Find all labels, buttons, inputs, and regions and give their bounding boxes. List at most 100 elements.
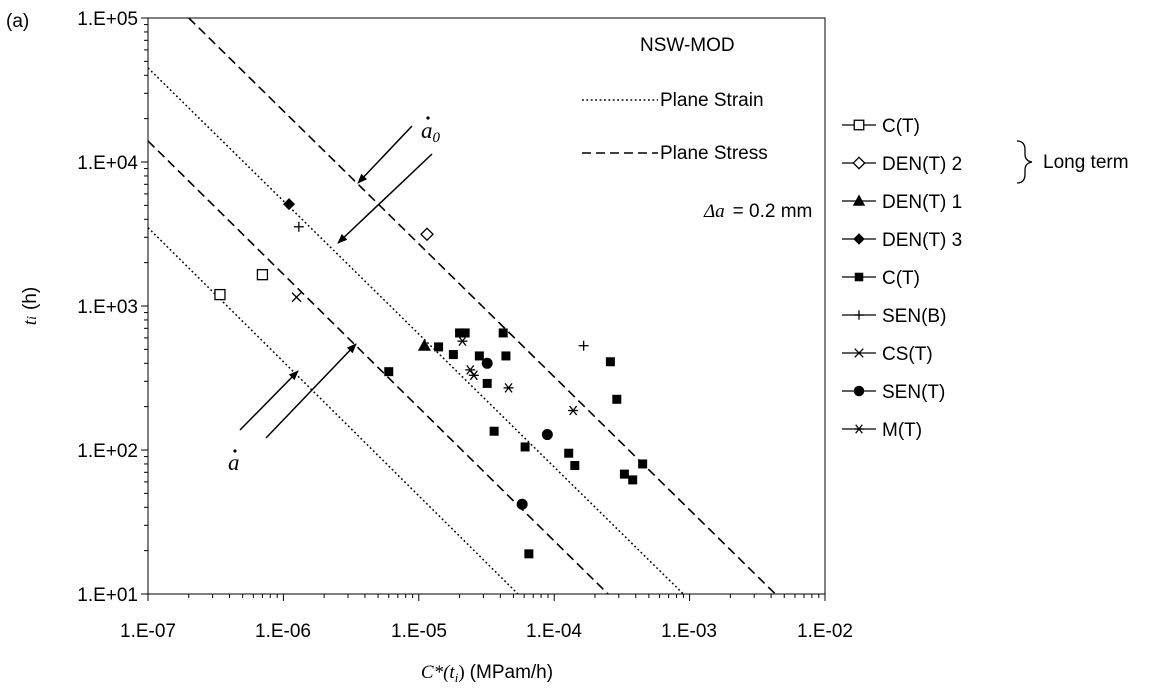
y-tick-label: 1.E+05 xyxy=(77,9,138,30)
legend-marker xyxy=(854,272,864,282)
legend-label: C(T) xyxy=(882,116,920,137)
x-tick-label: 1.E-02 xyxy=(797,621,853,642)
a0-sub: 0 xyxy=(433,130,441,146)
legend-item: M(T) xyxy=(842,420,922,441)
legend-label: CS(T) xyxy=(882,344,933,365)
data-point xyxy=(605,357,615,367)
data-point xyxy=(524,549,534,559)
x-tick-label: 1.E-07 xyxy=(120,621,176,642)
data-point xyxy=(417,338,431,351)
data-point xyxy=(520,442,530,452)
plane-stress-line xyxy=(188,18,776,594)
legend-item: SEN(T) xyxy=(842,382,945,403)
data-point xyxy=(214,288,226,301)
data-point xyxy=(570,461,580,471)
data-point xyxy=(516,498,528,510)
legend-item: DEN(T) 2 xyxy=(842,154,962,175)
plane-strain-line xyxy=(148,227,519,594)
legend-label: M(T) xyxy=(882,420,922,441)
x-axis-arg-open: (t xyxy=(443,662,455,683)
a0-arrow-lower xyxy=(337,153,433,244)
legend-marker xyxy=(852,156,866,170)
data-point xyxy=(541,429,553,441)
y-tick-label: 1.E+01 xyxy=(77,585,138,606)
legend-marker xyxy=(854,310,864,320)
data-point xyxy=(468,370,479,381)
data-point xyxy=(619,469,629,479)
a-dot-accent xyxy=(233,449,237,453)
plane-stress-line xyxy=(148,140,609,594)
data-point xyxy=(256,269,269,281)
a-arrow-right xyxy=(265,343,357,439)
a0-annotation: a0 xyxy=(421,116,441,146)
x-axis-arg: (ti) xyxy=(443,662,465,685)
legend-label: C(T) xyxy=(882,268,920,289)
y-tick-labels: 1.E+01 1.E+02 1.E+03 1.E+04 1.E+05 xyxy=(77,9,138,606)
data-point xyxy=(474,351,484,361)
data-points xyxy=(214,198,648,559)
series-8 xyxy=(457,336,579,416)
y-axis-symbol: t xyxy=(20,319,41,325)
legend-item: SEN(B) xyxy=(842,306,946,327)
legend-marker xyxy=(854,424,864,434)
legend-item: C(T) xyxy=(842,116,920,137)
a-label: a xyxy=(228,450,240,475)
data-point xyxy=(448,350,458,360)
series-5 xyxy=(293,221,589,351)
y-tick-label: 1.E+03 xyxy=(77,297,138,318)
data-point xyxy=(501,351,511,361)
plane-stress-label: Plane Stress xyxy=(660,143,768,164)
legend-label: SEN(T) xyxy=(882,382,945,403)
x-axis-units: (MPam/h) xyxy=(470,662,553,683)
series-0 xyxy=(214,269,269,301)
legend-marker xyxy=(853,385,865,397)
legend-marker xyxy=(852,194,866,206)
x-axis-arg-close: ) xyxy=(458,662,464,683)
plane-strain-label: Plane Strain xyxy=(660,90,764,111)
legend-label: DEN(T) 2 xyxy=(882,154,962,175)
plane-strain-line xyxy=(148,67,684,594)
legend-item: CS(T) xyxy=(842,344,933,365)
a0-symbol: a xyxy=(421,118,433,143)
series-7 xyxy=(481,357,553,510)
delta-a-annotation: Δa = 0.2 mm xyxy=(703,201,812,222)
reference-lines xyxy=(148,18,776,594)
series-3 xyxy=(283,198,296,211)
y-axis-label: ti (h) xyxy=(20,287,41,325)
a0-dot-accent xyxy=(426,116,430,120)
legend-item: DEN(T) 1 xyxy=(842,192,962,213)
legend: C(T) DEN(T) 2 DEN(T) 1 DEN(T) 3 C(T) SEN(B) CS… xyxy=(842,116,962,441)
data-point xyxy=(578,340,589,351)
x-axis-symbol: C* xyxy=(421,662,444,683)
x-axis-arg-sub: i xyxy=(455,670,459,685)
data-point xyxy=(482,378,492,388)
legend-label: DEN(T) 3 xyxy=(882,230,962,251)
legend-marker xyxy=(853,233,865,245)
a0-label: a0 xyxy=(421,118,441,146)
y-axis-sub: i xyxy=(25,316,40,320)
series-4 xyxy=(384,328,648,559)
data-point xyxy=(455,328,465,338)
x-tick-labels: 1.E-07 1.E-06 1.E-05 1.E-04 1.E-03 1.E-0… xyxy=(120,621,853,642)
data-point xyxy=(291,292,302,303)
x-tick-label: 1.E-03 xyxy=(661,621,717,642)
data-point xyxy=(628,475,638,485)
legend-marker xyxy=(853,119,865,131)
panel-label: (a) xyxy=(6,11,29,32)
legend-marker xyxy=(854,348,864,358)
data-point xyxy=(568,405,579,416)
data-point xyxy=(420,227,434,242)
data-point xyxy=(498,328,508,338)
data-point xyxy=(612,394,622,404)
data-point xyxy=(434,342,444,352)
x-tick-label: 1.E-05 xyxy=(391,621,447,642)
data-point xyxy=(293,221,304,232)
data-point xyxy=(460,328,470,338)
x-tick-label: 1.E-06 xyxy=(255,621,311,642)
a0-arrow-upper xyxy=(357,125,413,184)
y-tick-label: 1.E+02 xyxy=(77,441,138,462)
data-point xyxy=(481,357,493,369)
x-axis-label: C*(ti) (MPam/h) xyxy=(421,662,553,685)
series-6 xyxy=(291,292,302,303)
